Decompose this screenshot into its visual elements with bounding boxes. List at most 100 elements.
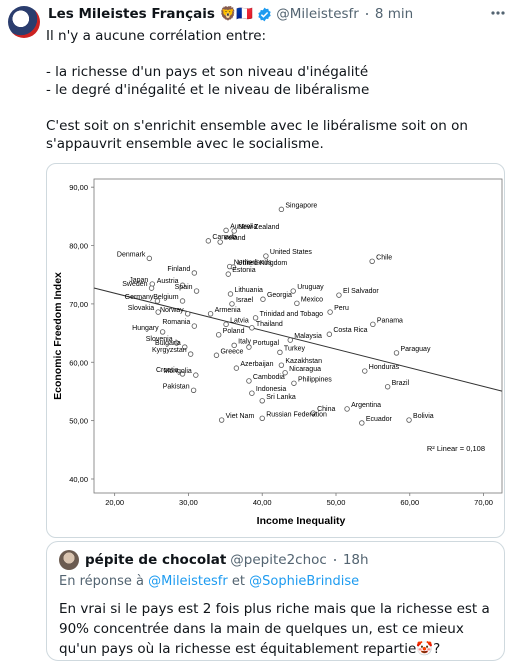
point-label: Slovenia [146, 336, 173, 343]
y-tick-label: 80,00 [69, 242, 88, 251]
point-label: Russian Federation [266, 411, 327, 418]
point-label: El Salvador [343, 288, 379, 295]
point [259, 415, 265, 421]
quoted-handle: @pepite2choc [230, 552, 327, 568]
point [233, 365, 240, 371]
x-tick-label: 20,00 [105, 498, 124, 507]
point [291, 380, 297, 386]
point [278, 362, 285, 368]
reply-prefix: En réponse à [59, 574, 144, 589]
r-squared: R² Linear = 0,108 [427, 444, 485, 453]
point [229, 301, 235, 307]
point [359, 420, 365, 426]
point [344, 406, 350, 412]
point [191, 270, 198, 276]
point [249, 325, 255, 331]
point-label: Portugal [253, 340, 280, 347]
point [191, 323, 198, 329]
point [252, 315, 259, 321]
point [310, 410, 316, 416]
point-label: Costa Rica [333, 327, 367, 334]
reply-handle[interactable]: @SophieBrindise [249, 574, 360, 589]
point-label: Argentina [351, 402, 381, 409]
point-label: Peru [334, 305, 349, 312]
point [207, 311, 214, 317]
point [384, 384, 391, 390]
more-menu[interactable] [490, 10, 506, 16]
y-tick-label: 70,00 [69, 300, 88, 309]
point-label: Slovakia [128, 305, 155, 312]
point [277, 349, 283, 356]
point-label: Pakistan [163, 383, 190, 390]
point-label: Croatia [156, 367, 179, 374]
quoted-author: pépite de chocolat [85, 552, 227, 568]
point [246, 344, 252, 350]
point-label: Brazil [392, 380, 410, 387]
chart-image[interactable]: Income Inequality Economic Freedom Index… [46, 163, 505, 538]
point-label: Sri Lanka [266, 394, 296, 401]
point-label: Nicaragua [289, 366, 321, 373]
point-label: New Zealand [238, 224, 279, 231]
timestamp[interactable]: 8 min [374, 6, 414, 22]
point-label: Spain [175, 284, 193, 291]
point-label: China [317, 406, 335, 413]
tweet-header: Les Mileistes Français 🦁🇫🇷 @Mileistesfr … [48, 6, 413, 22]
point [179, 371, 186, 377]
point [154, 298, 161, 304]
quoted-header: pépite de chocolat @pepite2choc 18h [59, 550, 369, 570]
reply-handle[interactable]: @Mileistesfr [148, 574, 228, 589]
point-label: United Kingdom [237, 260, 287, 267]
point [223, 227, 229, 234]
author-handle[interactable]: @Mileistesfr [276, 6, 359, 22]
point [327, 309, 333, 315]
point [282, 370, 288, 376]
point-label: Indonesia [256, 386, 286, 393]
point-label: Ireland [224, 235, 246, 242]
point [227, 291, 234, 297]
point [217, 239, 223, 245]
point [148, 285, 155, 291]
point-label: Hungary [132, 325, 159, 332]
point [369, 258, 375, 264]
paragraph: Il n'y a aucune corrélation entre: [46, 28, 267, 44]
point [231, 228, 237, 234]
point-label: Trinidad and Tobago [260, 311, 324, 318]
avatar[interactable] [8, 6, 40, 38]
x-tick-label: 60,00 [400, 498, 419, 507]
point [370, 321, 376, 328]
point [259, 398, 265, 404]
x-tick-label: 70,00 [474, 498, 493, 507]
point-label: Turkey [284, 345, 306, 352]
y-tick-label: 60,00 [69, 358, 88, 367]
point [187, 351, 194, 357]
point [184, 311, 191, 317]
point [246, 378, 252, 384]
x-tick-label: 40,00 [253, 498, 272, 507]
plot-area [93, 178, 503, 494]
point-label: Uruguay [297, 284, 324, 291]
point [173, 340, 180, 346]
point-label: Estonia [232, 267, 255, 274]
reply-joiner: et [231, 574, 245, 589]
point [393, 350, 400, 356]
point [223, 321, 229, 328]
point-label: Sweden [122, 281, 147, 288]
point [278, 206, 285, 213]
point [155, 309, 161, 315]
point [249, 390, 255, 396]
point-label: Paraguay [400, 346, 430, 353]
point-label: Belgium [153, 294, 178, 301]
point-label: Lithuania [234, 287, 263, 294]
point-label: Israel [236, 297, 254, 304]
point-label: Malaysia [294, 333, 322, 340]
x-axis-title: Income Inequality [257, 515, 346, 527]
point-label: Kazakhstan [285, 358, 322, 365]
quoted-tweet[interactable]: pépite de chocolat @pepite2choc 18h En r… [46, 541, 505, 661]
point-label: Norway [160, 307, 184, 314]
author-name[interactable]: Les Mileistes Français 🦁🇫🇷 [48, 6, 254, 22]
point [179, 282, 186, 288]
y-tick-label: 50,00 [69, 417, 88, 426]
point [193, 372, 199, 378]
point [263, 253, 269, 259]
